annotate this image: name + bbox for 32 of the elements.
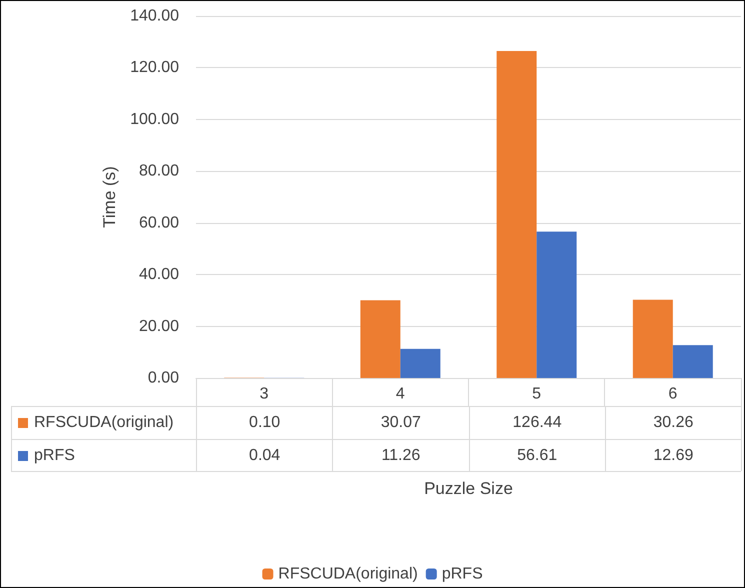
data-label: 0.10: [196, 406, 334, 439]
y-tick-label: 140.00: [130, 8, 180, 24]
data-label: 56.61: [468, 439, 606, 471]
text: pRFS: [34, 446, 75, 464]
data-label: 12.69: [604, 439, 742, 471]
legend-label: pRFS: [442, 566, 483, 582]
y-tick-label: 60.00: [138, 214, 180, 232]
data-label: 30.07: [332, 406, 470, 439]
text: RFSCUDA(original): [278, 566, 418, 582]
bar: [632, 300, 673, 378]
legend-label: RFSCUDA(original): [34, 414, 174, 432]
y-tick-label: 100.00: [130, 110, 180, 128]
data-label: 11.26: [332, 439, 470, 471]
x-tick-label: 3: [260, 386, 269, 402]
y-tick-label: 0.00: [148, 370, 180, 386]
y-tick-label: 80.00: [138, 162, 180, 180]
data-label: 126.44: [468, 406, 606, 439]
y-tick-label: 120.00: [130, 59, 180, 76]
y-tick-label: 40.00: [138, 266, 180, 284]
data-label: 30.26: [604, 406, 742, 439]
x-axis-title: Puzzle Size: [423, 479, 514, 499]
x-tick-label: 5: [532, 386, 542, 402]
bar: [672, 345, 713, 378]
bar: [400, 348, 440, 378]
bar: [496, 51, 537, 378]
x-tick-label: 4: [396, 386, 405, 402]
x-tick-label: 6: [668, 386, 678, 402]
bar: [536, 232, 577, 378]
data-label: 0.04: [196, 439, 334, 471]
bar: [360, 300, 400, 378]
y-tick-label: 20.00: [138, 318, 180, 335]
y-axis-title: Time (s): [100, 166, 119, 228]
